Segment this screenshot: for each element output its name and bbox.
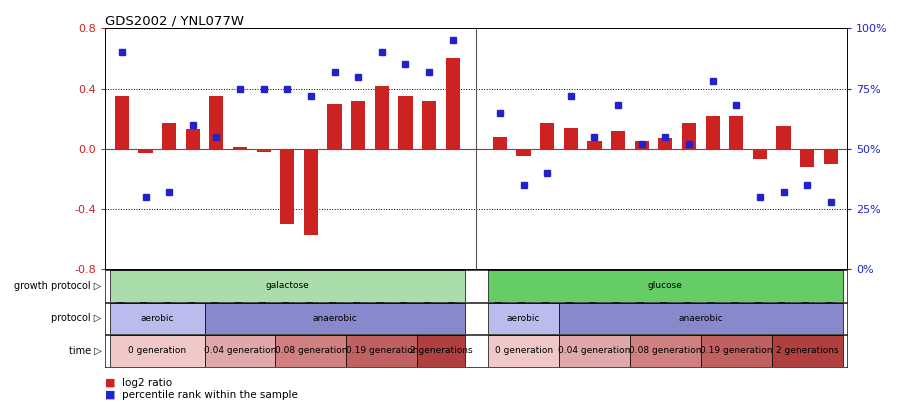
Bar (540, 123, 554, 149)
Bar (351, 100, 365, 149)
Bar (304, 149, 318, 234)
Text: ■: ■ (105, 390, 115, 400)
Bar (635, 141, 649, 149)
Bar (162, 123, 176, 149)
Bar (445, 58, 460, 149)
Bar (276, 335, 346, 367)
Bar (210, 96, 224, 149)
Bar (422, 100, 436, 149)
Bar (110, 335, 204, 367)
Text: anaerobic: anaerobic (312, 314, 357, 323)
Text: galactose: galactose (266, 281, 310, 290)
Bar (587, 141, 602, 149)
Text: 0.04 generation: 0.04 generation (204, 346, 277, 355)
Text: aerobic: aerobic (140, 314, 174, 323)
Bar (559, 303, 843, 334)
Bar (753, 149, 767, 160)
Bar (114, 96, 129, 149)
Bar (659, 138, 672, 149)
Text: 0.08 generation: 0.08 generation (275, 346, 347, 355)
Bar (488, 303, 559, 334)
Bar (346, 335, 418, 367)
Bar (771, 335, 843, 367)
Bar (327, 104, 342, 149)
Bar (559, 335, 630, 367)
Bar (398, 96, 412, 149)
Bar (563, 128, 578, 149)
Text: ■: ■ (105, 378, 115, 388)
Bar (110, 303, 204, 334)
Bar (110, 270, 464, 302)
Bar (701, 335, 771, 367)
Bar (611, 131, 626, 149)
Text: GDS2002 / YNL077W: GDS2002 / YNL077W (105, 14, 245, 27)
Text: glucose: glucose (648, 281, 682, 290)
Bar (186, 129, 200, 149)
Bar (280, 149, 294, 224)
Bar (705, 116, 720, 149)
Text: 0 generation: 0 generation (128, 346, 186, 355)
Bar (630, 335, 701, 367)
Bar (488, 270, 843, 302)
Bar (777, 126, 791, 149)
Text: 0.04 generation: 0.04 generation (558, 346, 630, 355)
Bar (488, 335, 559, 367)
Text: 0.19 generation: 0.19 generation (700, 346, 772, 355)
Bar (493, 137, 507, 149)
Text: log2 ratio: log2 ratio (122, 378, 172, 388)
Bar (517, 149, 530, 156)
Bar (800, 149, 814, 167)
Text: 2 generations: 2 generations (409, 346, 472, 355)
Text: 2 generations: 2 generations (776, 346, 838, 355)
Bar (204, 335, 276, 367)
Text: growth protocol ▷: growth protocol ▷ (15, 281, 102, 291)
Bar (375, 85, 389, 149)
Bar (233, 147, 247, 149)
Text: 0.08 generation: 0.08 generation (629, 346, 702, 355)
Bar (823, 149, 838, 164)
Bar (256, 149, 271, 152)
Text: 0 generation: 0 generation (495, 346, 552, 355)
Text: aerobic: aerobic (507, 314, 540, 323)
Bar (204, 303, 464, 334)
Text: protocol ▷: protocol ▷ (51, 313, 102, 323)
Text: 0.19 generation: 0.19 generation (345, 346, 418, 355)
Text: time ▷: time ▷ (69, 346, 102, 356)
Bar (418, 335, 464, 367)
Bar (729, 116, 743, 149)
Bar (682, 123, 696, 149)
Text: percentile rank within the sample: percentile rank within the sample (122, 390, 298, 400)
Bar (138, 149, 153, 153)
Text: anaerobic: anaerobic (679, 314, 723, 323)
